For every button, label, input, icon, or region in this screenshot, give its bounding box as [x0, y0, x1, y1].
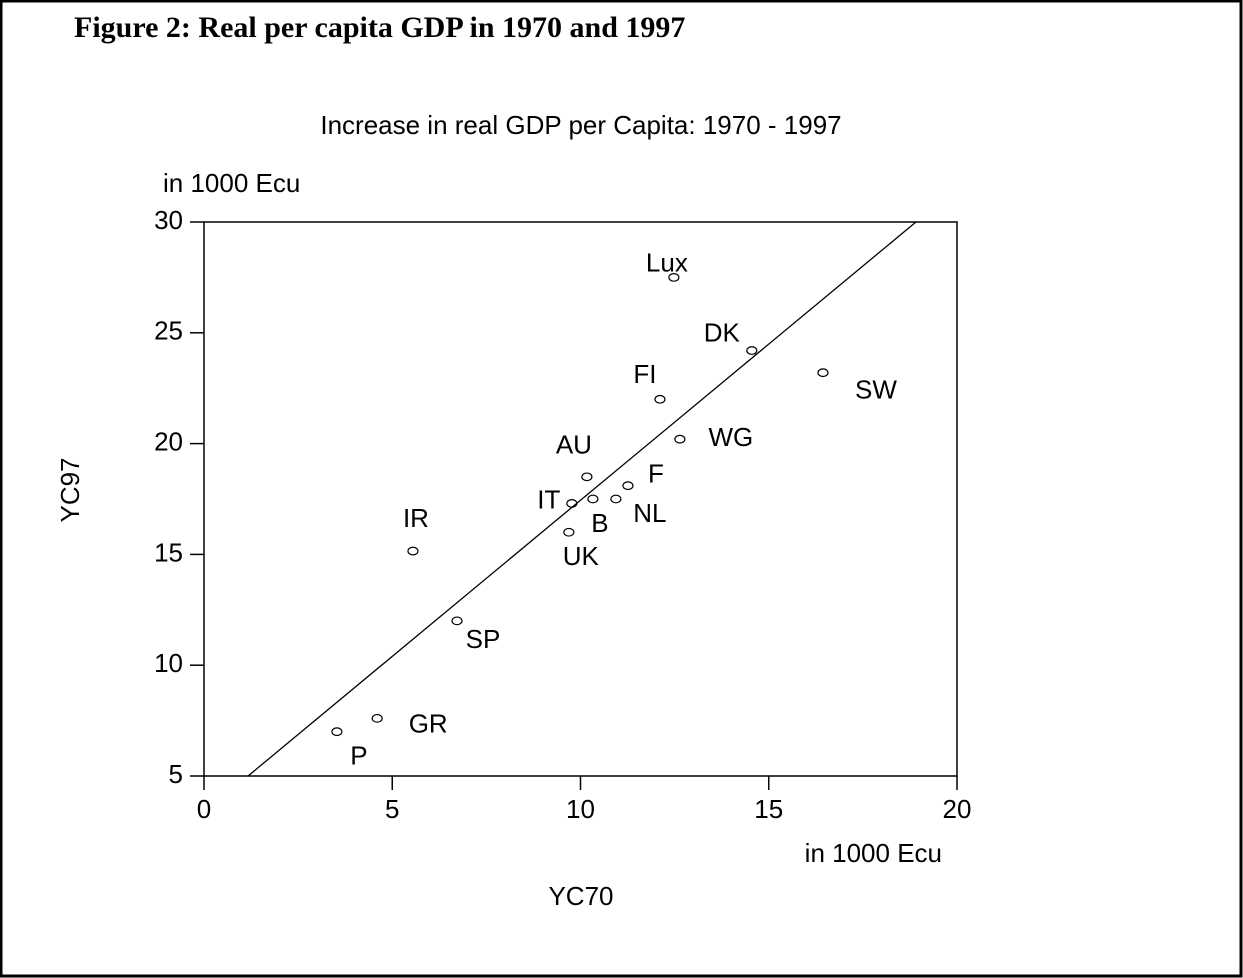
x-tick-label: 10 — [566, 794, 595, 824]
point-label: SP — [466, 624, 501, 654]
point — [331, 727, 343, 737]
point — [654, 394, 666, 404]
point — [451, 616, 463, 626]
point — [610, 494, 622, 504]
x-tick-label: 15 — [754, 794, 783, 824]
point — [817, 368, 829, 378]
point — [746, 346, 758, 355]
plot-frame — [203, 221, 958, 777]
point-label: NL — [633, 498, 666, 528]
y-axis-label: YC97 — [55, 457, 85, 522]
point-label: SW — [855, 375, 897, 405]
point-label: IT — [537, 484, 560, 514]
x-tick-label: 0 — [197, 794, 211, 824]
point-label: WG — [709, 422, 754, 452]
point-label: FI — [633, 359, 656, 389]
x-unit: in 1000 Ecu — [805, 838, 942, 868]
point-label: UK — [563, 541, 600, 571]
point — [581, 472, 593, 482]
point-label: Lux — [646, 247, 688, 277]
point — [566, 499, 578, 508]
point-label: GR — [409, 708, 448, 738]
point — [371, 713, 383, 723]
x-tick-label: 20 — [943, 794, 972, 824]
point — [563, 527, 575, 537]
point — [622, 481, 634, 491]
x-tick-label: 5 — [385, 794, 399, 824]
point-label: AU — [556, 430, 592, 460]
y-tick-label: 25 — [154, 316, 183, 346]
point — [674, 434, 686, 444]
point — [587, 494, 599, 504]
figure-title: Figure 2: Real per capita GDP in 1970 an… — [74, 11, 685, 44]
y-tick-label: 5 — [169, 759, 183, 789]
point — [668, 273, 680, 282]
point-label: F — [648, 459, 664, 489]
y-tick-label: 30 — [154, 205, 183, 235]
point-label: B — [591, 508, 608, 538]
y-tick-label: 20 — [154, 426, 183, 456]
point-label: P — [350, 741, 367, 771]
x-axis-label: YC70 — [548, 881, 613, 911]
y-tick-label: 10 — [154, 648, 183, 678]
chart-title: Increase in real GDP per Capita: 1970 - … — [320, 110, 841, 140]
y-unit: in 1000 Ecu — [163, 168, 300, 198]
y-tick-label: 15 — [154, 537, 183, 567]
point-label: DK — [704, 317, 741, 347]
fit-line — [247, 221, 917, 777]
point — [407, 546, 419, 556]
point-label: IR — [403, 503, 429, 533]
